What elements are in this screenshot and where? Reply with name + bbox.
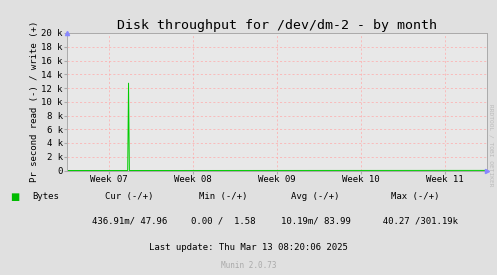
Text: RRDTOOL / TOBI OETIKER: RRDTOOL / TOBI OETIKER <box>489 104 494 187</box>
Text: 436.91m/ 47.96: 436.91m/ 47.96 <box>91 217 167 226</box>
Text: 10.19m/ 83.99: 10.19m/ 83.99 <box>281 217 350 226</box>
Text: ■: ■ <box>10 192 19 202</box>
Title: Disk throughput for /dev/dm-2 - by month: Disk throughput for /dev/dm-2 - by month <box>117 19 437 32</box>
Text: Munin 2.0.73: Munin 2.0.73 <box>221 260 276 270</box>
Text: Cur (-/+): Cur (-/+) <box>105 192 154 201</box>
Y-axis label: Pr second read (-) / write (+): Pr second read (-) / write (+) <box>30 21 39 182</box>
Text: 0.00 /  1.58: 0.00 / 1.58 <box>191 217 256 226</box>
Text: 40.27 /301.19k: 40.27 /301.19k <box>372 217 458 226</box>
Text: Min (-/+): Min (-/+) <box>199 192 248 201</box>
Text: Bytes: Bytes <box>32 192 59 201</box>
Text: Last update: Thu Mar 13 08:20:06 2025: Last update: Thu Mar 13 08:20:06 2025 <box>149 243 348 252</box>
Text: Avg (-/+): Avg (-/+) <box>291 192 340 201</box>
Text: Max (-/+): Max (-/+) <box>391 192 439 201</box>
